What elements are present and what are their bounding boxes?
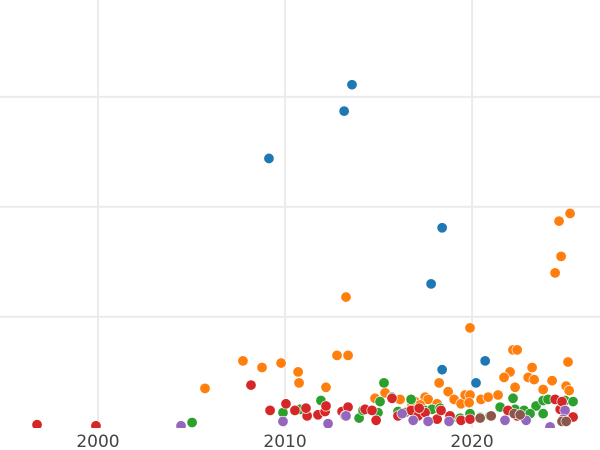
data-point-series-2 <box>507 392 519 404</box>
data-point-series-1 <box>433 377 445 389</box>
data-point-series-1 <box>464 322 476 334</box>
data-point-series-1 <box>482 391 494 403</box>
data-point-series-2 <box>405 393 417 405</box>
data-point-series-5 <box>485 410 497 422</box>
data-point-series-4 <box>322 418 334 428</box>
data-point-series-5 <box>560 415 572 427</box>
data-point-series-1 <box>537 383 549 395</box>
data-point-series-1 <box>237 355 249 367</box>
data-point-series-3 <box>464 413 476 425</box>
data-point-series-3 <box>280 398 292 410</box>
data-point-series-1 <box>275 357 287 369</box>
data-point-series-1 <box>320 381 332 393</box>
data-point-series-0 <box>338 105 350 117</box>
data-point-series-0 <box>425 278 437 290</box>
data-point-series-4 <box>499 414 511 426</box>
data-point-series-1 <box>292 366 304 378</box>
data-point-series-1 <box>555 250 567 262</box>
data-point-series-5 <box>474 412 486 424</box>
data-point-series-1 <box>342 349 354 361</box>
data-point-series-3 <box>31 419 43 428</box>
data-point-series-0 <box>470 377 482 389</box>
data-point-series-1 <box>256 361 268 373</box>
data-point-series-3 <box>289 404 301 416</box>
data-point-series-1 <box>549 267 561 279</box>
data-point-series-2 <box>567 396 579 408</box>
data-point-series-1 <box>511 344 523 356</box>
data-point-series-1 <box>553 215 565 227</box>
data-point-series-0 <box>263 152 275 164</box>
data-point-series-1 <box>199 382 211 394</box>
data-point-series-1 <box>442 386 454 398</box>
gridlines <box>0 0 600 428</box>
x-tick-label: 2020 <box>450 432 493 450</box>
data-point-series-0 <box>436 222 448 234</box>
data-point-series-1 <box>526 361 538 373</box>
data-point-series-4 <box>340 410 352 422</box>
data-point-series-1 <box>563 385 575 397</box>
data-point-series-3 <box>413 402 425 414</box>
data-point-series-1 <box>498 371 510 383</box>
data-point-series-2 <box>374 396 386 408</box>
data-point-series-3 <box>386 392 398 404</box>
data-point-series-4 <box>277 415 289 427</box>
data-point-series-3 <box>300 402 312 414</box>
data-point-series-4 <box>443 415 455 427</box>
data-point-series-2 <box>537 408 549 420</box>
data-point-series-0 <box>479 355 491 367</box>
data-point-series-4 <box>175 420 187 428</box>
data-point-series-1 <box>564 207 576 219</box>
data-point-series-3 <box>370 414 382 426</box>
data-point-series-4 <box>396 408 408 420</box>
data-point-series-5 <box>514 409 526 421</box>
data-point-series-3 <box>264 404 276 416</box>
data-points <box>31 79 579 428</box>
data-point-series-1 <box>509 381 521 393</box>
data-point-series-3 <box>435 404 447 416</box>
data-point-series-0 <box>436 364 448 376</box>
data-point-series-1 <box>492 389 504 401</box>
data-point-series-3 <box>366 404 378 416</box>
data-point-series-4 <box>407 414 419 426</box>
data-point-series-4 <box>544 421 556 428</box>
x-tick-label: 2000 <box>76 432 119 450</box>
data-point-series-3 <box>245 379 257 391</box>
x-axis-ticks: 2000 2010 2020 <box>76 432 493 450</box>
data-point-series-1 <box>422 393 434 405</box>
data-point-series-1 <box>331 349 343 361</box>
data-point-series-1 <box>546 375 558 387</box>
data-point-series-3 <box>320 400 332 412</box>
data-point-series-2 <box>186 416 198 428</box>
data-point-series-1 <box>340 291 352 303</box>
data-point-series-4 <box>422 415 434 427</box>
data-point-series-1 <box>293 377 305 389</box>
data-point-series-0 <box>346 79 358 91</box>
data-point-series-3 <box>90 420 102 428</box>
data-point-series-1 <box>528 374 540 386</box>
data-point-series-1 <box>562 356 574 368</box>
data-point-series-1 <box>463 397 475 409</box>
data-point-series-2 <box>378 377 390 389</box>
x-tick-label: 2010 <box>263 432 306 450</box>
